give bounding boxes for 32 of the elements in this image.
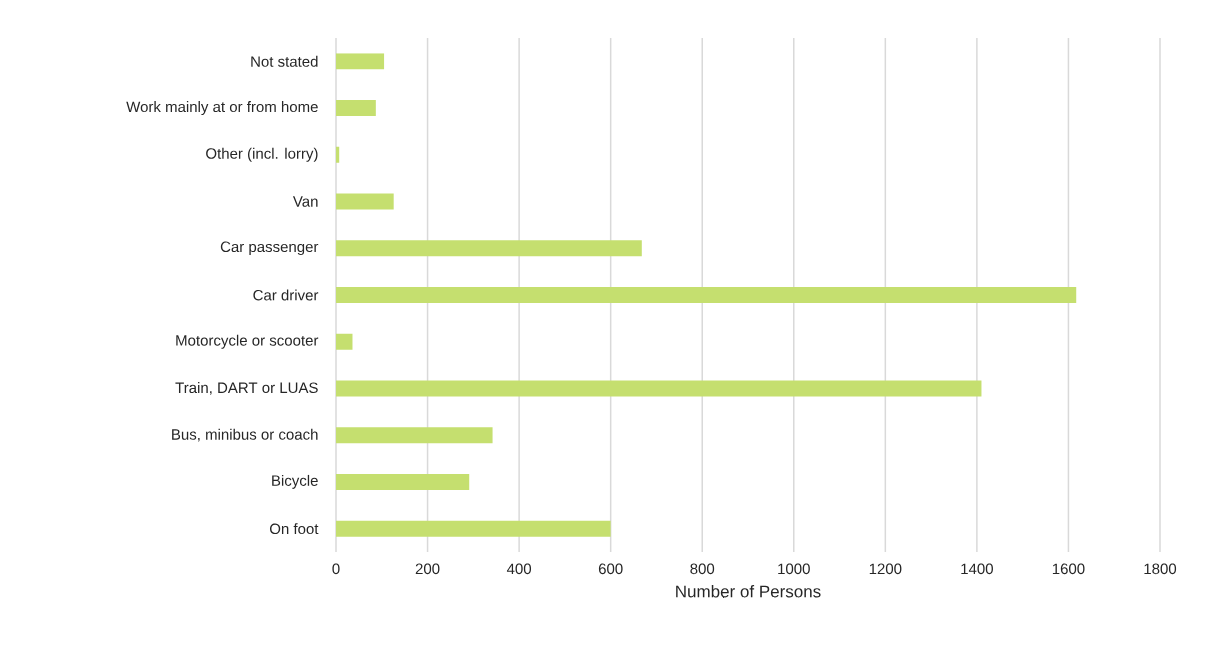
bar: [336, 193, 394, 210]
x-tick-label: 1400: [961, 563, 993, 575]
y-tick-label: Train, DART or LUAS: [175, 382, 318, 395]
y-tick-label: On foot: [269, 523, 319, 535]
y-tick-label: Motorcycle or scooter: [176, 334, 319, 349]
x-tick-label: 400: [506, 563, 532, 575]
bar: [336, 240, 642, 257]
x-tick-label: 0: [332, 563, 340, 575]
x-tick-label: 1000: [778, 563, 810, 575]
x-tick-label: 600: [598, 563, 623, 575]
y-tick-label: Bicycle: [272, 474, 318, 489]
x-tick-label: 800: [690, 563, 715, 575]
x-axis-title: Number of Persons: [676, 585, 821, 598]
bar: [336, 333, 353, 350]
y-tick-label: Not stated: [251, 55, 318, 67]
bar: [336, 427, 493, 444]
y-tick-label: Other (incl. lorry): [206, 147, 318, 162]
bar: [336, 473, 470, 490]
y-tick-label: Car passenger: [220, 241, 319, 256]
x-tick-label: 1600: [1052, 563, 1085, 575]
x-tick-label: 1200: [869, 563, 902, 575]
y-tick-label: Van: [292, 196, 318, 207]
x-tick-label: 1800: [1144, 563, 1177, 575]
bar: [336, 53, 385, 70]
y-tick-label: Bus, minibus or coach: [172, 428, 318, 442]
y-tick-label: Work mainly at or from home: [126, 101, 318, 116]
x-tick-label: 200: [415, 563, 440, 575]
bar: [336, 287, 1077, 303]
bar: [336, 520, 611, 537]
y-tick-label: Car driver: [253, 289, 319, 301]
bar: [336, 100, 376, 117]
bar: [336, 380, 982, 397]
